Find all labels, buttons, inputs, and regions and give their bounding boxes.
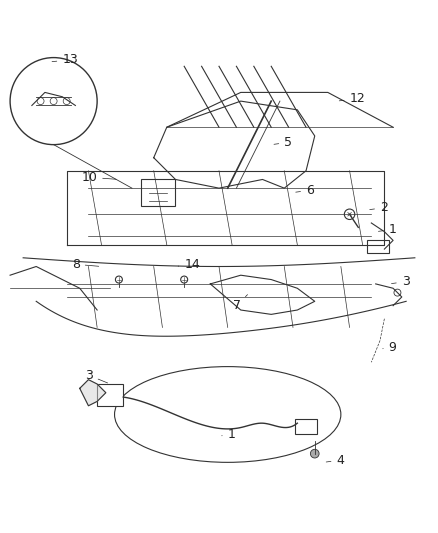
FancyBboxPatch shape [295,419,317,434]
Text: 2: 2 [370,201,388,214]
FancyBboxPatch shape [367,240,389,254]
FancyBboxPatch shape [97,384,123,406]
Text: 7: 7 [233,295,247,312]
Text: 9: 9 [383,341,397,353]
Circle shape [116,276,122,283]
Text: 1: 1 [378,223,397,236]
Text: 12: 12 [339,92,365,106]
Text: 6: 6 [296,184,314,197]
Circle shape [311,449,319,458]
Text: 5: 5 [274,136,292,149]
Text: 4: 4 [326,454,344,467]
Text: 13: 13 [52,53,78,66]
Polygon shape [80,379,106,406]
Text: 10: 10 [81,171,116,184]
Text: 8: 8 [72,258,99,271]
Text: 14: 14 [178,258,200,271]
FancyBboxPatch shape [141,180,176,206]
Text: 3: 3 [392,275,410,288]
Circle shape [181,276,187,283]
Text: 3: 3 [85,369,108,383]
Text: 1: 1 [222,427,236,441]
